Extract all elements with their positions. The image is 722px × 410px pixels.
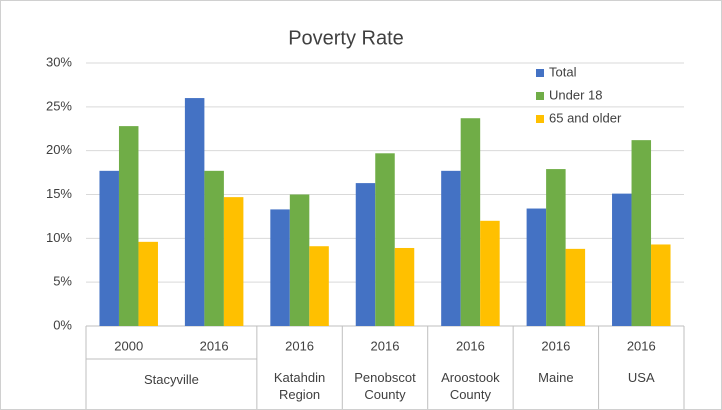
y-tick-label: 15% — [46, 186, 72, 201]
bar — [118, 126, 139, 327]
bar — [526, 208, 547, 326]
group-label: Katahdin Region — [273, 370, 326, 402]
y-tick-label: 20% — [46, 142, 72, 157]
group-label: Aroostook County — [441, 370, 500, 402]
bar — [651, 244, 671, 326]
bar — [480, 220, 500, 326]
y-tick-label: 0% — [53, 317, 72, 332]
legend-swatch — [536, 69, 544, 77]
x-tick-label: 2016 — [371, 338, 400, 353]
bar — [204, 170, 224, 326]
x-tick-label: 2016 — [456, 338, 485, 353]
bar — [375, 153, 395, 326]
y-tick-label: 5% — [53, 274, 72, 289]
group-label: Maine — [538, 370, 574, 385]
bar — [612, 193, 632, 326]
bar — [631, 140, 652, 326]
bar — [460, 118, 481, 326]
x-tick-label: 2016 — [285, 338, 314, 353]
group-label: USA — [627, 370, 655, 385]
y-tick-label: 10% — [46, 230, 72, 245]
x-tick-label: 2000 — [114, 338, 143, 353]
legend-swatch — [536, 92, 544, 100]
x-tick-label: 2016 — [627, 338, 656, 353]
bar — [355, 183, 376, 326]
legend-label: 65 and older — [549, 110, 622, 125]
bar — [309, 246, 329, 326]
bar — [138, 241, 158, 326]
bar — [184, 98, 205, 326]
bar — [441, 170, 461, 326]
bar — [289, 194, 310, 326]
group-label: Penobscot County — [354, 370, 416, 402]
legend-label: Total — [549, 64, 577, 79]
y-tick-label: 25% — [46, 98, 72, 113]
bar — [99, 170, 119, 326]
y-tick-label: 30% — [46, 54, 72, 69]
x-tick-label: 2016 — [541, 338, 570, 353]
x-tick-label: 2016 — [200, 338, 229, 353]
legend-swatch — [536, 115, 544, 123]
group-label: Stacyville — [143, 372, 199, 387]
bar — [394, 247, 415, 326]
bar — [565, 248, 586, 326]
chart-title: Poverty Rate — [288, 27, 404, 49]
bar — [546, 169, 566, 326]
bar — [270, 209, 290, 326]
bar — [223, 197, 244, 326]
legend-label: Under 18 — [549, 87, 602, 102]
